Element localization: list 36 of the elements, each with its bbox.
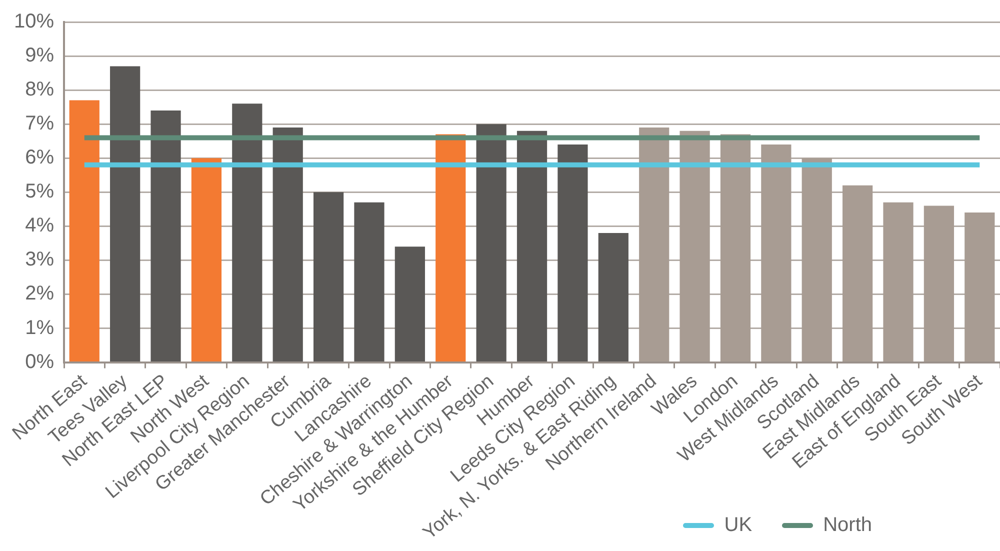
bar xyxy=(69,100,100,362)
legend-label: UK xyxy=(724,514,752,537)
bar xyxy=(924,206,954,362)
bar xyxy=(110,66,140,362)
bar xyxy=(394,246,425,362)
y-tick-label: 1% xyxy=(25,316,54,339)
y-tick-label: 0% xyxy=(25,350,54,373)
bar xyxy=(639,127,670,362)
y-tick-label: 4% xyxy=(25,214,54,237)
bar xyxy=(436,134,466,362)
y-tick-label: 2% xyxy=(25,282,54,305)
bar xyxy=(720,134,751,362)
bar xyxy=(680,130,710,362)
bar xyxy=(761,144,792,362)
bar xyxy=(558,144,588,362)
y-tick-label: 6% xyxy=(25,146,54,169)
legend-label: North xyxy=(823,514,872,537)
bar xyxy=(842,185,873,362)
bar xyxy=(354,202,384,362)
y-tick-label: 3% xyxy=(25,248,54,271)
bar xyxy=(476,124,506,362)
bar xyxy=(191,158,222,362)
bar xyxy=(964,212,995,362)
y-tick-label: 9% xyxy=(25,44,54,67)
bar xyxy=(150,110,181,362)
y-tick-label: 5% xyxy=(25,180,54,203)
bar xyxy=(272,127,303,362)
y-tick-label: 10% xyxy=(14,10,54,33)
y-tick-label: 8% xyxy=(25,78,54,101)
y-tick-label: 7% xyxy=(25,112,54,135)
bar xyxy=(232,104,262,362)
bar xyxy=(802,158,832,362)
bar xyxy=(313,192,344,362)
bar xyxy=(598,232,628,362)
bar xyxy=(883,202,914,362)
bar xyxy=(516,130,548,362)
